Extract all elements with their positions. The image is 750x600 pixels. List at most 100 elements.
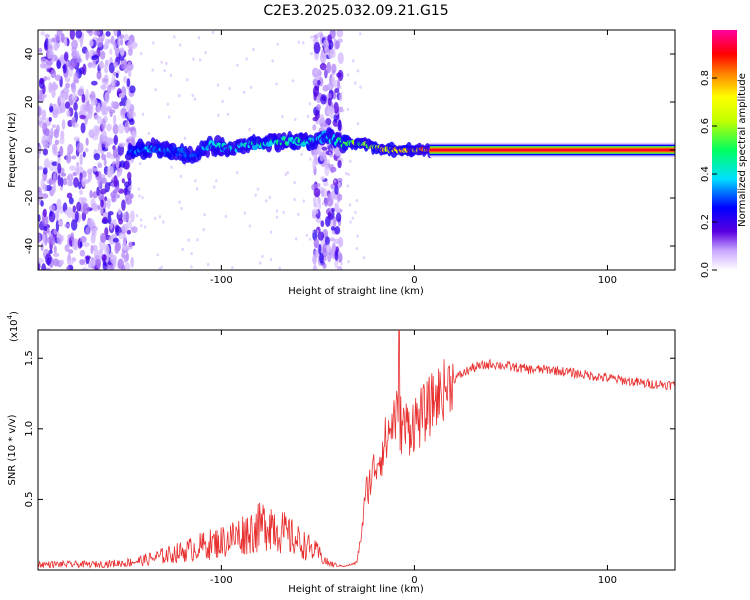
noise-blob bbox=[337, 119, 342, 131]
noise-blob bbox=[195, 187, 199, 191]
noise-blob bbox=[351, 216, 355, 220]
noise-blob bbox=[321, 202, 325, 206]
noise-blob bbox=[335, 212, 342, 223]
noise-blob bbox=[71, 39, 79, 50]
noise-blob bbox=[62, 177, 68, 186]
noise-blob bbox=[80, 122, 86, 134]
noise-blob bbox=[107, 213, 112, 225]
noise-blob bbox=[107, 39, 112, 44]
noise-blob bbox=[117, 208, 122, 216]
noise-blob bbox=[56, 106, 63, 115]
spectrogram-y-label: Frequency (Hz) bbox=[7, 112, 18, 188]
noise-blob bbox=[203, 213, 206, 217]
noise-blob bbox=[67, 260, 74, 266]
noise-blob bbox=[48, 234, 54, 244]
noise-blob bbox=[231, 266, 234, 270]
spectrogram-y-ticks: -40 -20 0 20 40 bbox=[24, 48, 675, 254]
noise-blob bbox=[38, 144, 42, 155]
noise-blob bbox=[276, 42, 279, 46]
noise-blob bbox=[62, 202, 68, 213]
noise-blob bbox=[329, 49, 336, 59]
noise-blob bbox=[312, 124, 317, 131]
noise-blob bbox=[106, 123, 112, 132]
noise-blob bbox=[104, 67, 109, 74]
noise-blob bbox=[110, 35, 115, 45]
noise-blob bbox=[313, 238, 320, 249]
noise-blob bbox=[327, 97, 332, 106]
noise-blob bbox=[320, 176, 326, 181]
noise-blob bbox=[81, 176, 87, 188]
noise-blob bbox=[334, 249, 339, 261]
noise-blob bbox=[338, 93, 343, 102]
noise-blob bbox=[191, 93, 194, 97]
noise-blob bbox=[45, 253, 52, 266]
noise-blob bbox=[318, 244, 322, 255]
snr-y-label: SNR (10 * v/v) bbox=[7, 414, 18, 485]
noise-blob bbox=[90, 202, 98, 211]
noise-blob bbox=[315, 76, 318, 81]
noise-blob bbox=[256, 187, 260, 191]
noise-blob bbox=[60, 172, 67, 177]
noise-blob bbox=[324, 164, 330, 177]
noise-blob bbox=[53, 258, 59, 267]
noise-blob bbox=[346, 73, 350, 77]
noise-blob bbox=[348, 203, 352, 207]
noise-blob bbox=[313, 202, 318, 208]
noise-blob bbox=[38, 191, 44, 199]
noise-blob bbox=[122, 211, 130, 222]
noise-blob bbox=[213, 185, 216, 189]
noise-blob bbox=[109, 48, 113, 55]
noise-blob bbox=[96, 186, 100, 197]
noise-blob bbox=[68, 174, 74, 181]
noise-blob bbox=[329, 106, 335, 114]
noise-blob bbox=[320, 220, 325, 228]
noise-blob bbox=[312, 34, 315, 39]
noise-blob bbox=[331, 63, 337, 74]
noise-blob bbox=[129, 193, 134, 199]
noise-blob bbox=[48, 211, 56, 223]
noise-blob bbox=[249, 85, 253, 89]
noise-blob bbox=[102, 212, 107, 218]
snr-y-multiplier-exp: 4 bbox=[6, 314, 14, 319]
noise-blob bbox=[338, 106, 344, 113]
noise-blob bbox=[294, 237, 298, 241]
noise-blob bbox=[153, 216, 157, 220]
noise-blob bbox=[44, 33, 50, 39]
noise-blob bbox=[99, 207, 104, 214]
noise-blob bbox=[97, 102, 101, 113]
noise-blob bbox=[337, 160, 342, 169]
noise-blob bbox=[178, 94, 181, 98]
noise-blob bbox=[106, 198, 111, 209]
noise-blob bbox=[327, 212, 332, 217]
noise-blob bbox=[100, 232, 107, 243]
noise-blob bbox=[71, 257, 76, 263]
noise-blob bbox=[40, 242, 44, 252]
noise-blob bbox=[131, 241, 135, 246]
noise-blob bbox=[162, 220, 165, 224]
noise-blob bbox=[85, 48, 90, 61]
noise-blob bbox=[91, 55, 98, 61]
noise-blob bbox=[82, 242, 90, 248]
noise-blob bbox=[58, 220, 63, 226]
noise-blob bbox=[269, 230, 273, 234]
noise-blob bbox=[243, 211, 246, 215]
noise-blob bbox=[50, 127, 54, 140]
noise-blob bbox=[66, 192, 73, 199]
noise-blob bbox=[97, 175, 103, 188]
noise-blob bbox=[317, 202, 322, 210]
noise-blob bbox=[72, 205, 77, 213]
noise-blob bbox=[325, 244, 331, 253]
noise-blob bbox=[193, 97, 197, 101]
noise-blob bbox=[158, 215, 162, 219]
noise-blob bbox=[68, 61, 75, 71]
noise-blob bbox=[179, 174, 183, 178]
noise-blob bbox=[42, 183, 47, 192]
noise-blob bbox=[186, 78, 189, 82]
noise-blob bbox=[117, 36, 121, 48]
noise-blob bbox=[79, 153, 83, 166]
noise-blob bbox=[293, 197, 296, 202]
noise-blob bbox=[76, 161, 80, 168]
noise-blob bbox=[235, 170, 239, 175]
noise-blob bbox=[67, 144, 74, 155]
